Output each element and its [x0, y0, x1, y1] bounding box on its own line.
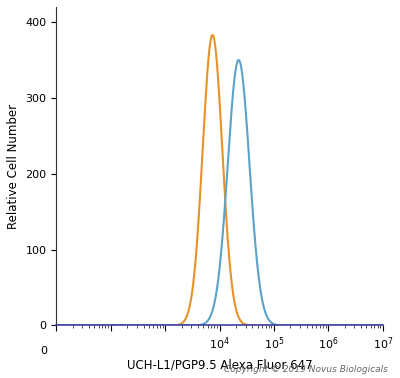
Y-axis label: Relative Cell Number: Relative Cell Number	[7, 104, 20, 229]
Text: 0: 0	[40, 346, 47, 356]
Text: Copyright © 2019 Novus Biologicals: Copyright © 2019 Novus Biologicals	[224, 365, 388, 374]
X-axis label: UCH-L1/PGP9.5 Alexa Fluor 647: UCH-L1/PGP9.5 Alexa Fluor 647	[127, 358, 312, 371]
